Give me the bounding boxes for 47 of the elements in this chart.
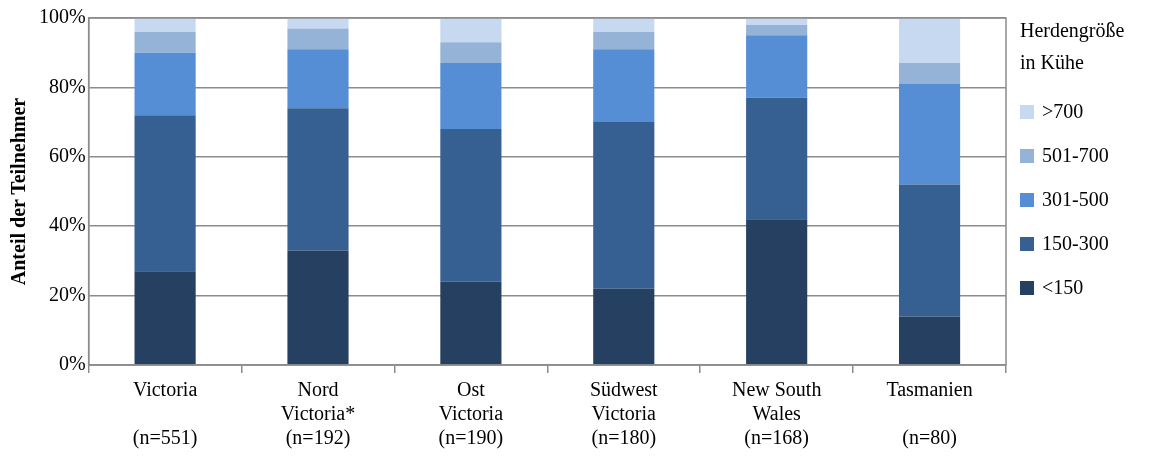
bar xyxy=(287,250,349,365)
bar xyxy=(746,24,808,36)
category-label: Tasmanien (n=80) xyxy=(886,378,973,449)
bar xyxy=(898,63,961,84)
bar xyxy=(440,42,502,64)
bar xyxy=(898,83,961,185)
bar xyxy=(287,28,349,50)
x-tick-label: Südwest Victoria (n=180) xyxy=(589,378,659,450)
bar xyxy=(440,63,502,130)
bar xyxy=(287,108,349,251)
bar xyxy=(593,122,655,289)
legend-label: 150-300 xyxy=(1042,232,1109,255)
bar xyxy=(593,49,655,123)
bar xyxy=(134,18,196,32)
legend-label: >700 xyxy=(1042,100,1084,123)
y-tick-label: 80% xyxy=(48,74,86,97)
category-label: Victoria (n=551) xyxy=(132,378,198,449)
bar xyxy=(898,316,961,365)
bar xyxy=(746,97,808,220)
bar xyxy=(746,219,808,365)
bar xyxy=(440,281,502,365)
y-tick-label: 60% xyxy=(48,144,86,167)
x-tick-label: Ost Victoria (n=190) xyxy=(438,378,504,450)
legend-title: Herdengröße in Kühe xyxy=(1020,18,1125,75)
bar xyxy=(593,288,655,365)
y-tick-label: 100% xyxy=(38,5,86,28)
bar xyxy=(898,18,961,64)
bar xyxy=(134,52,196,116)
legend-label: 301-500 xyxy=(1042,188,1109,211)
legend-label: <150 xyxy=(1042,276,1084,299)
y-tick-label: 0% xyxy=(58,352,86,375)
y-tick-label: 20% xyxy=(48,282,86,305)
y-axis-title: Anteil der Teilnehmer xyxy=(7,97,30,286)
x-tick-label: Nord Victoria* (n=192) xyxy=(280,378,356,450)
legend-label: 501-700 xyxy=(1042,144,1109,167)
y-tick-label: 40% xyxy=(48,213,86,236)
bar xyxy=(593,31,655,50)
bar xyxy=(898,184,961,317)
bar xyxy=(134,115,196,272)
bar xyxy=(440,129,502,282)
bar xyxy=(746,35,808,98)
x-tick-label: New South Wales (n=168) xyxy=(731,378,822,450)
bar xyxy=(134,271,196,365)
bar xyxy=(593,18,655,32)
bar xyxy=(440,18,502,43)
bar xyxy=(287,49,349,109)
bar xyxy=(134,31,196,53)
